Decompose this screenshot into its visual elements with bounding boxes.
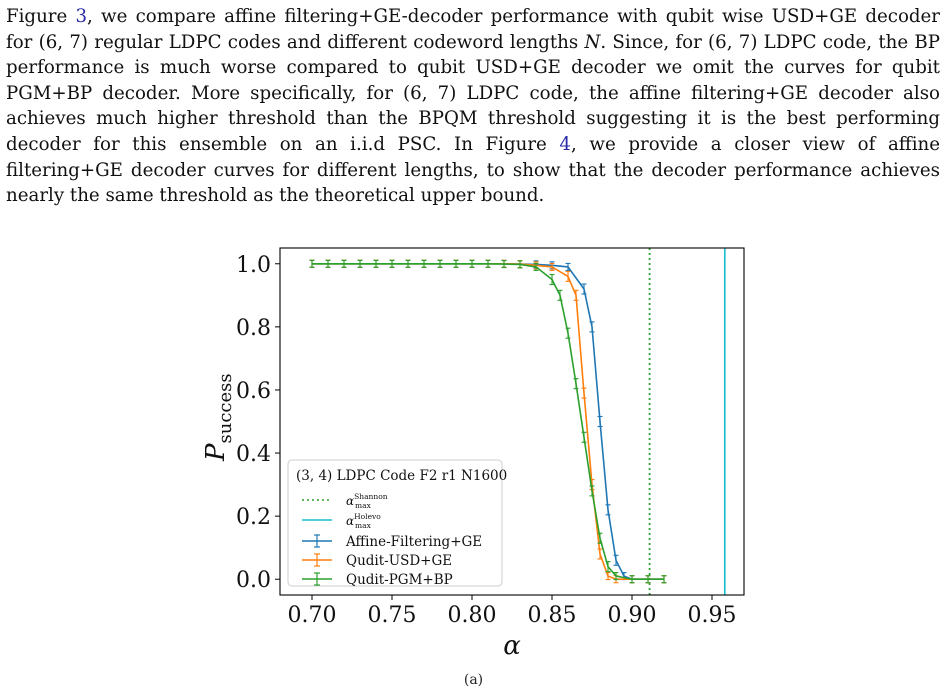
y-tick-label: 0.4 [236, 442, 271, 467]
x-tick-label: 0.85 [528, 603, 577, 628]
paragraph-text: , we provide a closer view of affine fil… [6, 133, 941, 207]
paragraph-text: . Since, for (6, 7) LDPC code, the BP pe… [6, 31, 940, 155]
figure-chart: 0.70 0.75 0.80 0.85 0.90 0.95 0.0 0.2 0.4 0.6 0.8 1… [201, 247, 745, 661]
legend-entry-series: Qudit-USD+GE [346, 553, 452, 569]
paragraph-text: Figure [6, 6, 76, 27]
y-tick-label: 0.2 [236, 505, 271, 530]
x-tick-label: 0.75 [368, 603, 417, 628]
series-2 [309, 259, 667, 584]
legend-title: (3, 4) LDPC Code F2 r1 N1600 [296, 468, 507, 484]
y-axis-label-main: P [201, 443, 231, 462]
y-axis-label-sub: success [215, 373, 236, 443]
legend-entry-series: Affine-Filtering+GE [345, 534, 482, 550]
y-tick-label: 0.6 [236, 379, 271, 404]
figure-ref-link[interactable]: 4 [559, 133, 571, 155]
y-tick-label: 0.8 [236, 316, 271, 341]
math-variable: N [584, 31, 601, 53]
x-tick-label: 0.95 [688, 603, 737, 628]
x-tick-label: 0.90 [608, 603, 657, 628]
legend: (3, 4) LDPC Code F2 r1 N1600 αShannon max α… [287, 459, 507, 588]
x-axis-label: α [503, 631, 521, 661]
x-tick-label: 0.80 [448, 603, 497, 628]
paragraph-text: , we compare affine filtering+GE-decoder… [6, 6, 940, 53]
figure-caption: (a) [463, 672, 484, 688]
plot-frame [279, 247, 745, 596]
y-tick-label: 0.0 [236, 568, 271, 593]
legend-box [287, 459, 503, 587]
legend-entry-series: Qudit-PGM+BP [346, 572, 453, 588]
legend-entry-vline: αHolevo max [346, 512, 381, 530]
body-paragraph: Figure 3, we compare affine filtering+GE… [6, 4, 940, 209]
figure-ref-link[interactable]: 3 [75, 6, 88, 27]
y-axis-label: Psuccess [201, 373, 236, 462]
x-tick-label: 0.70 [288, 603, 337, 628]
y-tick-label: 1.0 [236, 253, 271, 278]
legend-entry-vline: αShannon max [346, 492, 388, 510]
